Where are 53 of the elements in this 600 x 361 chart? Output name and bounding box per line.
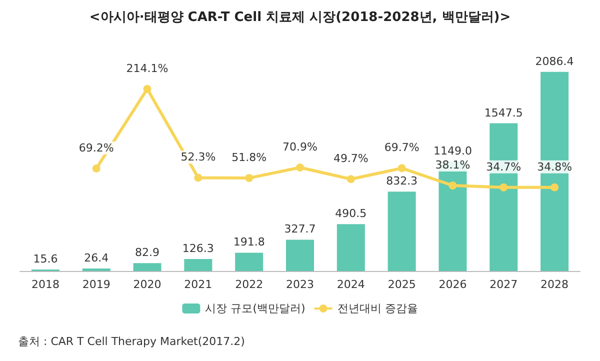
x-tick-label: 2021 (184, 278, 212, 291)
data-label: 70.9% (282, 140, 318, 154)
data-label: 832.3 (386, 174, 418, 188)
data-label: 15.6 (33, 252, 58, 266)
x-tick-label: 2019 (82, 278, 110, 291)
data-label: 327.7 (284, 222, 316, 236)
point (92, 164, 100, 172)
data-label: 69.7% (384, 141, 420, 154)
x-tick-label: 2026 (438, 278, 467, 291)
x-tick-label: 2027 (490, 278, 518, 291)
point (143, 84, 152, 93)
point (194, 174, 202, 182)
bar (133, 263, 162, 271)
data-label: 52.3% (180, 150, 216, 164)
data-label: 2086.4 (535, 54, 574, 68)
data-label: 214.1% (126, 62, 168, 75)
x-tick-label: 2020 (133, 278, 162, 291)
data-label: 69.2% (78, 141, 114, 154)
data-label: 490.5 (335, 207, 367, 220)
chart-title: <아시아·태평양 CAR-T Cell 치료제 시장(2018-2028년, 백만달러)> (89, 10, 511, 25)
x-tick-label: 2022 (235, 278, 264, 291)
x-tick-label: 2018 (31, 278, 60, 291)
data-label: 51.8% (232, 150, 267, 164)
data-label: 191.8 (233, 236, 265, 249)
source-note: 출처 : CAR T Cell Therapy Market(2017.2) (18, 335, 245, 348)
point (448, 182, 457, 190)
data-label: 1149.0 (433, 144, 472, 158)
point (245, 174, 254, 182)
x-tick-label: 2023 (286, 278, 314, 291)
data-label: 1547.5 (484, 106, 523, 120)
point (346, 175, 355, 184)
data-label: 49.7% (333, 152, 368, 166)
legend-label: 시장 규모(백만달러) (205, 302, 306, 315)
point (296, 164, 304, 172)
data-label: 82.9 (135, 246, 160, 260)
x-tick-label: 2028 (540, 278, 569, 291)
data-label: 26.4 (84, 251, 109, 264)
bar (184, 258, 212, 271)
data-label: 126.3 (182, 242, 214, 255)
data-label: 38.1% (435, 158, 470, 172)
bar (388, 192, 416, 271)
point (550, 183, 559, 192)
bar (286, 240, 314, 271)
point (500, 183, 508, 192)
bar (235, 252, 264, 271)
bar (82, 268, 110, 271)
point (398, 164, 406, 172)
data-label: 34.8% (537, 160, 572, 174)
x-tick-label: 2025 (388, 278, 416, 291)
bar (336, 224, 365, 271)
x-tick-label: 2024 (336, 278, 365, 291)
data-label: 34.7% (486, 160, 522, 174)
legend-label: 전년대비 증감율 (337, 302, 418, 315)
